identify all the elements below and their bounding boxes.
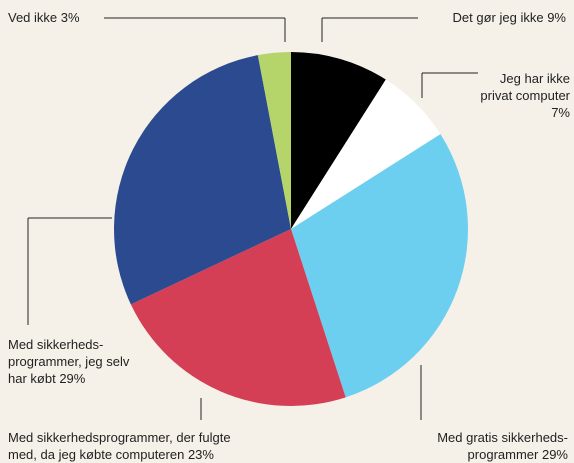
category: Det gør jeg ikke [452,10,544,25]
value-label: 23% [187,447,214,462]
slice-label: Med sikkerhedsprogrammer, der fulgte med… [8,429,231,463]
value-label: 29% [59,371,86,386]
category: Med gratis sikkerheds- programmer [437,430,568,462]
pie-slice [291,79,441,229]
pie-slice [257,52,291,229]
pie-slice [113,55,292,305]
pie-slice [291,134,468,398]
category: Jeg har ikke privat computer [480,71,570,103]
category: Ved ikke [8,10,58,25]
value-label: 3% [60,10,80,25]
pie-slice [291,52,386,229]
category: Med sikkerhedsprogrammer, der fulgte med… [8,430,231,462]
pie-slice [130,229,346,407]
slice-label: Ved ikke 3% [8,9,80,26]
value-label: 29% [541,447,568,462]
slice-label: Jeg har ikke privat computer 7% [460,70,570,121]
value-label: 9% [547,10,566,25]
slice-label: Med gratis sikkerheds- programmer 29% [437,429,568,463]
category: Med sikkerheds- programmer, jeg selv har… [8,337,130,386]
slice-label: Det gør jeg ikke 9% [453,9,566,26]
slice-label: Med sikkerheds- programmer, jeg selv har… [8,336,129,387]
value-label: 7% [551,105,570,120]
